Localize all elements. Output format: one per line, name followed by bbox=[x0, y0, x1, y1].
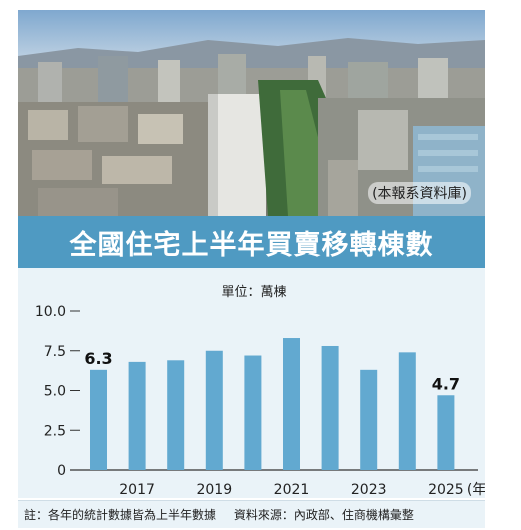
bar-2020 bbox=[244, 355, 262, 470]
x-tick-label-2023: 2023 bbox=[351, 482, 387, 498]
bar-2021 bbox=[283, 338, 300, 470]
bar-2022 bbox=[321, 345, 339, 470]
title-band: 全國住宅上半年買賣移轉棟數 bbox=[18, 216, 485, 268]
plot-area: 單位：萬棟 0 2.5 5.0 7.5 10.0 6.3 4.7 2017 2019 2021 202… bbox=[18, 268, 485, 498]
data-label-2016: 6.3 bbox=[84, 349, 112, 368]
x-tick-label-2019: 2019 bbox=[196, 482, 232, 498]
bar-2016 bbox=[90, 369, 107, 470]
photo-credit: (本報系資料庫) bbox=[368, 182, 471, 204]
y-tick-label: 10.0 bbox=[35, 304, 66, 320]
city-skyline-illustration bbox=[18, 38, 485, 216]
x-tick-label-2017: 2017 bbox=[119, 482, 155, 498]
bar-2019 bbox=[205, 350, 223, 470]
bar-2025 bbox=[437, 395, 455, 470]
bar-2024 bbox=[398, 352, 416, 470]
footer-source: 資料來源：內政部、住商機構彙整 bbox=[233, 508, 414, 522]
bar-2017 bbox=[128, 361, 146, 470]
bar-chart: 單位：萬棟 0 2.5 5.0 7.5 10.0 6.3 4.7 2017 2019 2021 202… bbox=[35, 285, 485, 498]
footer: 註：各年的統計數據皆為上半年數據 資料來源：內政部、住商機構彙整 bbox=[18, 500, 485, 528]
infographic-card: (本報系資料庫) 全國住宅上半年買賣移轉棟數 單位：萬棟 0 2.5 5.0 7.5 10… bbox=[18, 10, 485, 528]
x-tick-label-2025: 2025 bbox=[428, 482, 464, 498]
y-tick-label: 2.5 bbox=[44, 423, 66, 439]
footer-note: 註：各年的統計數據皆為上半年數據 bbox=[24, 508, 217, 522]
x-tick-label-2021: 2021 bbox=[274, 482, 310, 498]
bar-2023 bbox=[360, 369, 378, 470]
y-tick-label: 7.5 bbox=[44, 344, 66, 360]
unit-label: 單位：萬棟 bbox=[221, 285, 286, 300]
chart-title: 全國住宅上半年買賣移轉棟數 bbox=[69, 229, 434, 261]
y-tick-label: 0 bbox=[57, 463, 66, 479]
data-label-2025: 4.7 bbox=[432, 374, 460, 393]
city-photo: (本報系資料庫) bbox=[18, 10, 485, 216]
y-tick-label: 5.0 bbox=[44, 384, 66, 400]
bar-2018 bbox=[167, 360, 185, 470]
x-axis-unit: (年) bbox=[467, 482, 485, 498]
